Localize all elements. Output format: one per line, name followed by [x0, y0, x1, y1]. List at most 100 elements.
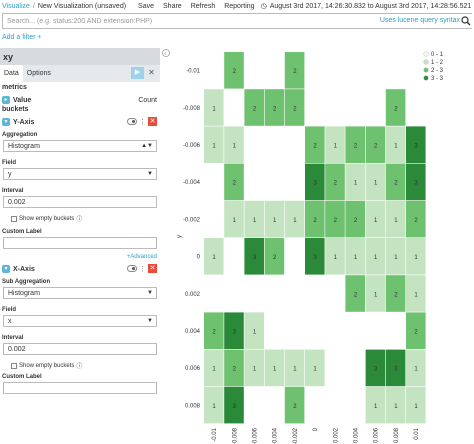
heatmap-cell[interactable] — [264, 238, 285, 275]
heatmap-cell[interactable] — [204, 312, 224, 349]
heatmap-cell[interactable] — [284, 200, 305, 238]
x-interval-input[interactable]: 0.002 — [3, 343, 157, 355]
drag-handle-icon[interactable]: ⋮ — [139, 265, 146, 273]
heatmap-cell[interactable] — [224, 349, 244, 387]
heatmap-cell[interactable] — [224, 126, 244, 163]
y-show-empty-checkbox[interactable] — [11, 215, 17, 222]
heatmap-cell[interactable] — [385, 275, 406, 312]
heatmap-cell[interactable] — [406, 126, 426, 163]
heatmap-cell[interactable] — [406, 163, 426, 201]
heatmap-cell[interactable] — [284, 89, 305, 126]
heatmap-cell[interactable] — [305, 126, 325, 163]
x-show-empty-checkbox[interactable] — [11, 362, 17, 369]
time-picker[interactable]: ◷ August 3rd 2017, 14:26:30.832 to August… — [261, 2, 472, 10]
heatmap-cell[interactable] — [365, 126, 386, 163]
heatmap-cell[interactable] — [365, 386, 386, 424]
heatmap-cell[interactable] — [406, 200, 426, 238]
y-show-empty-buckets[interactable]: Show empty buckets ⓘ — [0, 214, 160, 223]
add-filter-link[interactable]: Add a filter + — [2, 34, 42, 41]
legend-label[interactable]: 0 - 1 — [431, 52, 444, 58]
drag-handle-icon[interactable]: ⋮ — [139, 118, 146, 126]
share-menu-item[interactable]: Share — [163, 2, 182, 10]
heatmap-cell[interactable] — [385, 126, 406, 163]
heatmap-cell[interactable] — [244, 200, 264, 238]
legend-swatch[interactable] — [423, 51, 429, 57]
heatmap-cell[interactable] — [365, 275, 386, 312]
heatmap-cell[interactable] — [345, 163, 365, 201]
lucene-syntax-link[interactable]: Uses lucene query syntax — [379, 17, 460, 24]
heatmap-cell[interactable] — [284, 349, 305, 387]
heatmap-cell[interactable] — [406, 238, 426, 275]
advanced-toggle-link[interactable]: +Advanced — [126, 254, 157, 260]
x-field-select[interactable]: x ▼ — [3, 315, 157, 327]
heatmap-cell[interactable] — [385, 238, 406, 275]
heatmap-cell[interactable] — [305, 200, 325, 238]
heatmap-cell[interactable] — [244, 89, 264, 126]
metric-value-row[interactable]: ▸ Value Count — [0, 94, 160, 106]
heatmap-cell[interactable] — [325, 200, 345, 238]
heatmap-cell[interactable] — [204, 349, 224, 387]
y-aggregation-select[interactable]: Histogram ▲▼ — [3, 140, 157, 152]
y-axis-enable-toggle[interactable] — [127, 118, 137, 125]
refresh-menu-item[interactable]: Refresh — [190, 2, 216, 10]
legend-swatch[interactable] — [423, 75, 429, 81]
legend-swatch[interactable] — [423, 67, 429, 73]
heatmap-cell[interactable] — [204, 89, 224, 126]
heatmap-cell[interactable] — [406, 312, 426, 349]
search-input[interactable] — [2, 13, 472, 29]
collapse-sidebar-button[interactable]: ‹ — [162, 49, 170, 58]
x-axis-remove-button[interactable]: ✕ — [148, 264, 157, 273]
heatmap-cell[interactable] — [224, 52, 244, 89]
save-menu-item[interactable]: Save — [138, 2, 155, 10]
heatmap-cell[interactable] — [244, 312, 264, 349]
heatmap-cell[interactable] — [345, 126, 365, 163]
heatmap-cell[interactable] — [365, 349, 386, 387]
heatmap-cell[interactable] — [345, 275, 365, 312]
reporting-menu-item[interactable]: Reporting — [224, 2, 255, 10]
heatmap-cell[interactable] — [385, 200, 406, 238]
x-axis-enable-toggle[interactable] — [127, 265, 137, 272]
heatmap-cell[interactable] — [284, 386, 305, 424]
heatmap-cell[interactable] — [406, 349, 426, 387]
heatmap-cell[interactable] — [406, 386, 426, 424]
tab-data[interactable]: Data — [0, 65, 23, 82]
heatmap-cell[interactable] — [305, 238, 325, 275]
x-axis-agg-header[interactable]: ▾ X-Axis ⋮ ✕ — [0, 263, 160, 275]
heatmap-cell[interactable] — [244, 238, 264, 275]
heatmap-cell[interactable] — [244, 349, 264, 387]
heatmap-cell[interactable] — [264, 349, 285, 387]
x-custom-label-input[interactable] — [3, 382, 157, 394]
heatmap-cell[interactable] — [204, 126, 224, 163]
heatmap-cell[interactable] — [305, 349, 325, 387]
search-button[interactable] — [460, 14, 472, 28]
heatmap-cell[interactable] — [385, 386, 406, 424]
heatmap-cell[interactable] — [365, 163, 386, 201]
heatmap-cell[interactable] — [345, 200, 365, 238]
breadcrumb-visualize[interactable]: Visualize — [2, 2, 30, 10]
y-field-select[interactable]: y ▼ — [3, 168, 157, 180]
apply-changes-button[interactable]: ▶ — [131, 67, 144, 79]
heatmap-cell[interactable] — [264, 200, 285, 238]
heatmap-cell[interactable] — [284, 52, 305, 89]
heatmap-cell[interactable] — [385, 163, 406, 201]
heatmap-cell[interactable] — [325, 126, 345, 163]
x-sub-aggregation-select[interactable]: Histogram ▼ — [3, 287, 157, 299]
y-axis-agg-header[interactable]: ▾ Y-Axis ⋮ ✕ — [0, 116, 160, 128]
discard-changes-button[interactable]: ✕ — [146, 67, 157, 79]
legend-label[interactable]: 3 - 3 — [431, 76, 444, 82]
y-axis-remove-button[interactable]: ✕ — [148, 117, 157, 126]
legend-label[interactable]: 2 - 3 — [431, 68, 444, 74]
y-interval-input[interactable]: 0.002 — [3, 196, 157, 208]
heatmap-cell[interactable] — [365, 238, 386, 275]
heatmap-cell[interactable] — [406, 275, 426, 312]
heatmap-cell[interactable] — [224, 386, 244, 424]
heatmap-cell[interactable] — [365, 200, 386, 238]
tab-options[interactable]: Options — [26, 70, 51, 77]
heatmap-cell[interactable] — [224, 200, 244, 238]
heatmap-cell[interactable] — [345, 238, 365, 275]
heatmap-cell[interactable] — [224, 312, 244, 349]
heatmap-cell[interactable] — [264, 89, 285, 126]
heatmap-cell[interactable] — [305, 163, 325, 201]
x-show-empty-buckets[interactable]: Show empty buckets ⓘ — [0, 361, 160, 370]
y-custom-label-input[interactable] — [3, 237, 157, 249]
